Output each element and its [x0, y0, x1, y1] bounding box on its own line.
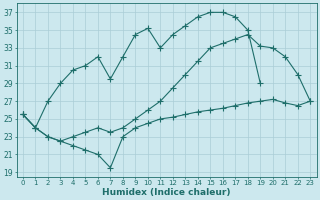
X-axis label: Humidex (Indice chaleur): Humidex (Indice chaleur) — [102, 188, 231, 197]
